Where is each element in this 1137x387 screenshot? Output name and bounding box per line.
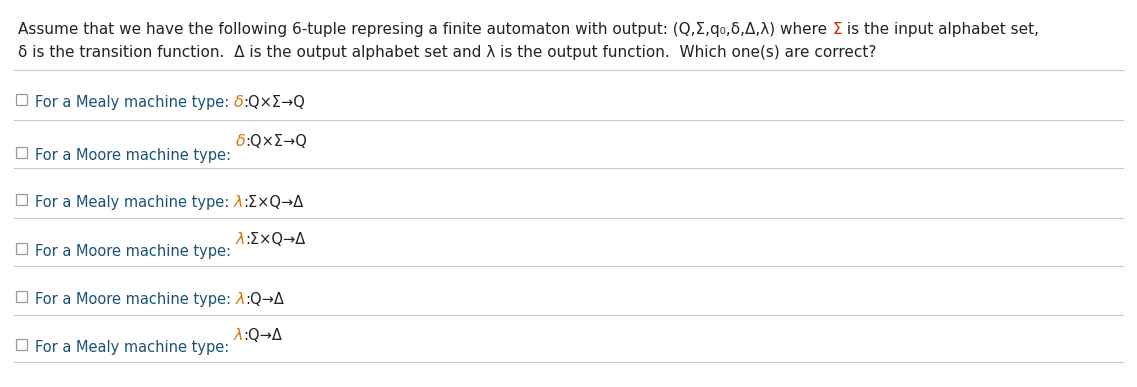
Text: :Σ×Q→Δ: :Σ×Q→Δ bbox=[243, 195, 304, 210]
Text: is the input alphabet set,: is the input alphabet set, bbox=[841, 22, 1038, 37]
Bar bbox=[16, 94, 27, 105]
Text: :Q×Σ→Q: :Q×Σ→Q bbox=[246, 134, 307, 149]
Bar bbox=[16, 339, 27, 350]
Text: λ: λ bbox=[234, 195, 243, 210]
Text: For a Mealy machine type:: For a Mealy machine type: bbox=[35, 95, 234, 110]
Text: :Σ×Q→Δ: :Σ×Q→Δ bbox=[246, 232, 306, 247]
Text: For a Moore machine type:: For a Moore machine type: bbox=[35, 292, 235, 307]
Text: δ: δ bbox=[235, 134, 246, 149]
Text: λ: λ bbox=[235, 292, 246, 307]
Bar bbox=[16, 243, 27, 254]
Text: δ: δ bbox=[234, 95, 243, 110]
Text: λ: λ bbox=[234, 328, 243, 343]
Text: For a Moore machine type:: For a Moore machine type: bbox=[35, 148, 235, 163]
Text: δ is the transition function.  Δ is the output alphabet set and λ is the output : δ is the transition function. Δ is the o… bbox=[18, 45, 877, 60]
Text: :Q→Δ: :Q→Δ bbox=[246, 292, 284, 307]
Text: Σ: Σ bbox=[832, 22, 841, 37]
Text: Assume that we have the following 6-tuple represing a finite automaton with outp: Assume that we have the following 6-tupl… bbox=[18, 22, 832, 37]
Bar bbox=[16, 194, 27, 205]
Text: λ: λ bbox=[235, 232, 246, 247]
Bar bbox=[16, 291, 27, 302]
Text: :Q→Δ: :Q→Δ bbox=[243, 328, 282, 343]
Text: :Q×Σ→Q: :Q×Σ→Q bbox=[243, 95, 306, 110]
Text: For a Mealy machine type:: For a Mealy machine type: bbox=[35, 195, 234, 210]
Text: For a Moore machine type:: For a Moore machine type: bbox=[35, 244, 235, 259]
Bar bbox=[16, 147, 27, 158]
Text: For a Mealy machine type:: For a Mealy machine type: bbox=[35, 340, 234, 355]
